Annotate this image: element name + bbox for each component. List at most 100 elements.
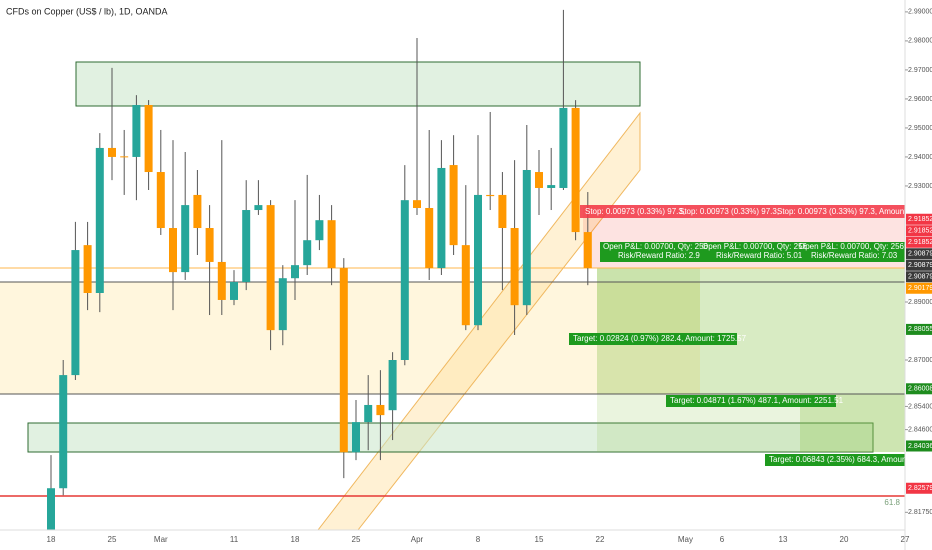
pnl-label: Open P&L: 0.00700, Qty: 25693: [799, 242, 913, 251]
candle-body: [132, 105, 141, 157]
price-badge-label: 2.90179: [908, 285, 932, 292]
y-tick-label: 2.95000: [908, 125, 932, 132]
candle-body: [498, 194, 507, 229]
price-badge-label: 2.82579: [908, 485, 932, 492]
candle-body: [95, 147, 104, 293]
candle-body: [486, 194, 495, 197]
price-badge: [906, 482, 932, 494]
candle-body: [352, 422, 360, 453]
price-badge: [906, 323, 932, 335]
candle-body: [449, 165, 458, 246]
y-tick-label: 2.99000: [908, 9, 932, 16]
candle-body: [71, 250, 80, 376]
candle-body: [413, 200, 421, 208]
candle-body: [108, 147, 116, 157]
price-badge: [906, 236, 932, 248]
fib-label: 61.8: [884, 498, 900, 507]
candle-body: [559, 107, 568, 188]
candle-body: [144, 105, 153, 173]
candle-body: [535, 172, 543, 188]
target-area: [597, 268, 700, 339]
candles: [47, 9, 592, 530]
price-badge-label: 2.90879: [908, 274, 932, 281]
ratio-label: Risk/Reward Ratio: 5.01: [716, 251, 803, 260]
candle-body: [47, 488, 55, 530]
candle-body: [583, 232, 592, 269]
y-tick-label: 2.87000: [908, 357, 932, 364]
y-tick-label: 2.93000: [908, 183, 932, 190]
price-badge: [906, 383, 932, 395]
x-tick-label: 25: [108, 535, 117, 544]
zone: [27, 422, 874, 453]
price-badge-label: 2.91852: [908, 228, 932, 235]
price-badge: [906, 271, 932, 283]
y-tick-label: 2.89000: [908, 299, 932, 306]
y-tick-label: 2.94000: [908, 154, 932, 161]
x-tick-label: 13: [779, 535, 788, 544]
target-label: Target: 0.04871 (1.67%) 487.1, Amount: 2…: [670, 396, 844, 405]
y-tick-label: 2.97000: [908, 67, 932, 74]
candle-body: [339, 268, 348, 453]
y-tick-label: 2.96000: [908, 96, 932, 103]
zone: [75, 61, 641, 107]
price-badge-label: 2.91852: [908, 239, 932, 246]
pnl-label: Open P&L: 0.00700, Qty: 256: [702, 242, 808, 251]
candle-body: [522, 169, 531, 306]
target-area: [597, 268, 905, 452]
target-area: [597, 268, 905, 394]
candle-body: [388, 360, 397, 411]
target-label: Target: 0.02824 (0.97%) 282.4, Amount: 1…: [573, 334, 747, 343]
candle-body: [437, 167, 446, 269]
candle-body: [400, 200, 409, 361]
x-tick-label: Apr: [411, 535, 424, 544]
candle-body: [230, 281, 238, 300]
target-label: Target: 0.06843 (2.35%) 684.3, Amount:: [769, 455, 911, 464]
y-tick-label: 2.84600: [908, 426, 932, 433]
candle-body: [364, 404, 373, 423]
x-tick-label: Mar: [154, 535, 168, 544]
price-badge-label: 2.86008: [908, 386, 932, 393]
price-badge: [906, 440, 932, 452]
candle-body: [474, 194, 482, 326]
x-tick-label: 11: [230, 535, 239, 544]
candle-body: [156, 172, 165, 229]
y-tick-label: 2.98000: [908, 38, 932, 45]
price-badge: [906, 225, 932, 237]
candle-body: [278, 278, 287, 331]
x-tick-label: 18: [291, 535, 300, 544]
candle-body: [217, 261, 226, 300]
price-badge: [906, 248, 932, 260]
x-tick-label: 27: [901, 535, 910, 544]
position-labels: Stop: 0.00973 (0.33%) 97.3, Stop: 0.0097…: [569, 205, 913, 507]
chart-title: CFDs on Copper (US$ / lb), 1D, OANDA: [6, 6, 168, 16]
candle-body: [327, 220, 336, 269]
stop-label: Stop: 0.00973 (0.33%) 97.3,: [679, 207, 779, 216]
x-tick-label: 15: [535, 535, 544, 544]
candle-body: [510, 228, 519, 306]
candle-body: [303, 240, 312, 266]
price-badge-label: 2.90879: [908, 262, 932, 269]
candle-body: [425, 207, 434, 269]
candle-body: [169, 228, 177, 273]
candle-body: [571, 107, 580, 233]
x-tick-label: May: [678, 535, 693, 544]
candle-body: [376, 404, 385, 416]
price-badge-label: 2.90879: [908, 251, 932, 258]
price-badge: [906, 259, 932, 271]
y-tick-label: 2.81750: [908, 509, 932, 516]
stop-label: Stop: 0.00973 (0.33%) 97.3, Amount:: [777, 207, 909, 216]
price-badge-label: 2.88055: [908, 326, 932, 333]
candle-body: [254, 205, 263, 211]
x-tick-label: 18: [47, 535, 56, 544]
candle-body: [315, 220, 324, 241]
candle-body: [547, 185, 556, 188]
target-box: [569, 333, 737, 345]
ratio-label: Risk/Reward Ratio: 2.9: [618, 251, 700, 260]
candle-body: [83, 245, 92, 293]
target-box: [666, 395, 836, 407]
x-tick-label: 22: [596, 535, 605, 544]
price-badge: [906, 213, 932, 225]
pnl-label: Open P&L: 0.00700, Qty: 256: [603, 242, 709, 251]
candle-body: [266, 205, 275, 331]
